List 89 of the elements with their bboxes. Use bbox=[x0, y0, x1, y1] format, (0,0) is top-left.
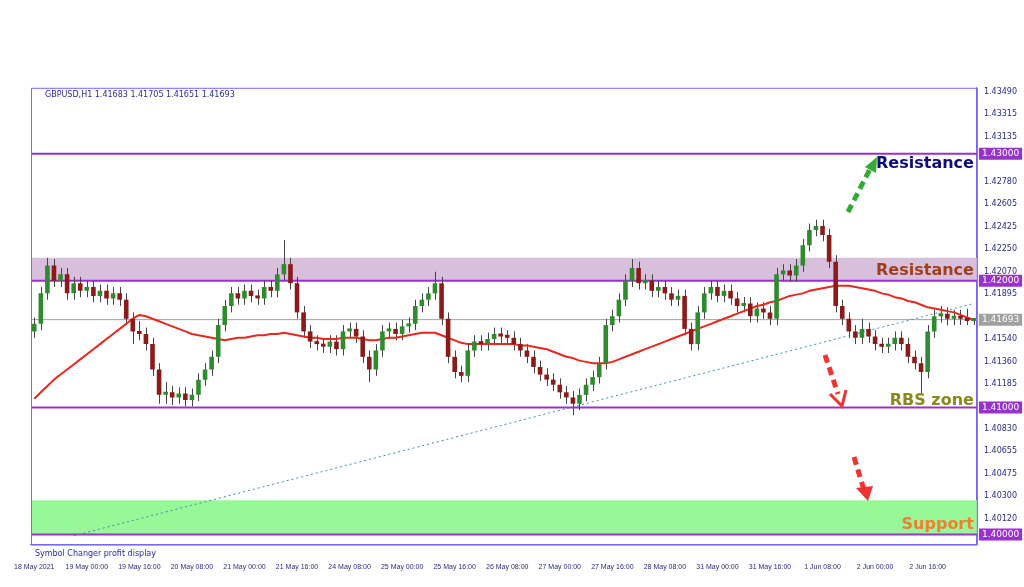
y-tick-label: 1.43135 bbox=[983, 131, 1018, 141]
ref-line-label: 1.42000 bbox=[981, 275, 1020, 286]
candlestick bbox=[222, 299, 228, 332]
candlestick bbox=[137, 320, 142, 341]
y-tick-label: 1.41360 bbox=[983, 356, 1018, 366]
y-tick-label: 1.42250 bbox=[983, 244, 1018, 254]
candlestick bbox=[288, 257, 293, 291]
annotation: Resistance bbox=[876, 152, 975, 172]
candlestick bbox=[334, 334, 339, 357]
candlestick bbox=[649, 273, 655, 298]
candlestick bbox=[905, 337, 911, 364]
candlestick bbox=[366, 349, 372, 383]
candlestick bbox=[229, 286, 234, 313]
candlestick bbox=[839, 299, 845, 326]
candlestick bbox=[209, 349, 214, 377]
candlestick bbox=[715, 280, 720, 303]
candlestick bbox=[169, 385, 175, 406]
candlestick bbox=[104, 283, 109, 306]
candlestick bbox=[820, 219, 825, 242]
candlestick bbox=[31, 316, 37, 339]
candlestick bbox=[399, 319, 405, 341]
candlestick bbox=[202, 362, 208, 387]
candlestick bbox=[163, 381, 168, 405]
candlestick bbox=[767, 305, 773, 326]
candlestick bbox=[912, 349, 917, 370]
candlestick bbox=[853, 324, 858, 345]
y-tick-label: 1.40830 bbox=[983, 424, 1018, 434]
y-tick-label: 1.41895 bbox=[983, 289, 1018, 299]
candlestick bbox=[728, 283, 733, 306]
chart-title: GBPUSD,H1 1.41683 1.41705 1.41651 1.41693 bbox=[44, 89, 235, 99]
y-tick-label: 1.41540 bbox=[983, 334, 1018, 344]
candlestick bbox=[570, 390, 576, 416]
candlestick bbox=[242, 283, 247, 306]
candlestick bbox=[669, 286, 674, 307]
candlestick bbox=[931, 309, 937, 339]
candlestick bbox=[426, 286, 431, 307]
ref-line-label: 1.41000 bbox=[981, 401, 1020, 412]
candlestick bbox=[472, 334, 477, 358]
candlestick bbox=[793, 258, 799, 283]
ref-line-label: 1.41693 bbox=[981, 313, 1020, 324]
y-tick-label: 1.40475 bbox=[983, 469, 1018, 479]
y-tick-label: 1.42425 bbox=[983, 221, 1018, 231]
candlestick bbox=[380, 324, 385, 358]
candlestick bbox=[360, 329, 366, 364]
y-tick-label: 1.41185 bbox=[983, 379, 1018, 389]
y-tick-label: 1.42070 bbox=[983, 266, 1018, 276]
candlestick bbox=[899, 330, 904, 351]
candlestick bbox=[117, 286, 122, 307]
candlestick bbox=[307, 324, 313, 349]
candlestick bbox=[51, 258, 57, 288]
candlestick bbox=[518, 337, 523, 358]
y-tick-label: 1.40300 bbox=[983, 491, 1018, 501]
candlestick bbox=[353, 322, 359, 344]
candlestick bbox=[275, 267, 280, 298]
candlestick bbox=[531, 349, 536, 374]
candlestick bbox=[452, 349, 457, 379]
y-tick-label: 1.40655 bbox=[983, 446, 1018, 456]
candlestick bbox=[412, 299, 418, 331]
annotation: Resistance bbox=[876, 259, 975, 279]
candlestick bbox=[77, 276, 83, 298]
candlestick bbox=[629, 258, 635, 288]
y-tick-label: 1.42605 bbox=[983, 198, 1018, 208]
y-tick-label: 1.43315 bbox=[983, 108, 1018, 118]
annotation: RBS zone bbox=[889, 389, 975, 409]
ref-line-label: 1.40000 bbox=[981, 528, 1020, 539]
candlestick bbox=[590, 370, 595, 392]
candlestick bbox=[702, 286, 707, 320]
ref-line-label: 1.43000 bbox=[981, 148, 1020, 159]
annotation: Support bbox=[901, 514, 975, 534]
candlestick bbox=[747, 296, 753, 324]
candlestick bbox=[58, 267, 63, 288]
candlestick bbox=[866, 322, 871, 344]
candlestick bbox=[734, 291, 740, 313]
candlestick bbox=[807, 223, 812, 252]
y-tick-label: 1.43490 bbox=[983, 86, 1018, 96]
candlestick bbox=[610, 309, 615, 332]
y-tick-label: 1.42780 bbox=[983, 176, 1018, 186]
text: Symbol Changer profit display bbox=[34, 548, 157, 558]
candlestick bbox=[623, 273, 628, 307]
candlestick bbox=[91, 280, 96, 303]
y-tick-label: 1.40120 bbox=[983, 514, 1018, 524]
candlestick bbox=[301, 305, 306, 339]
candlestick bbox=[196, 372, 201, 402]
candlestick bbox=[537, 360, 543, 382]
candlestick bbox=[636, 261, 641, 291]
candlestick bbox=[557, 377, 563, 400]
candlestick bbox=[577, 388, 582, 411]
candlestick bbox=[183, 386, 188, 407]
candlestick bbox=[71, 276, 76, 301]
